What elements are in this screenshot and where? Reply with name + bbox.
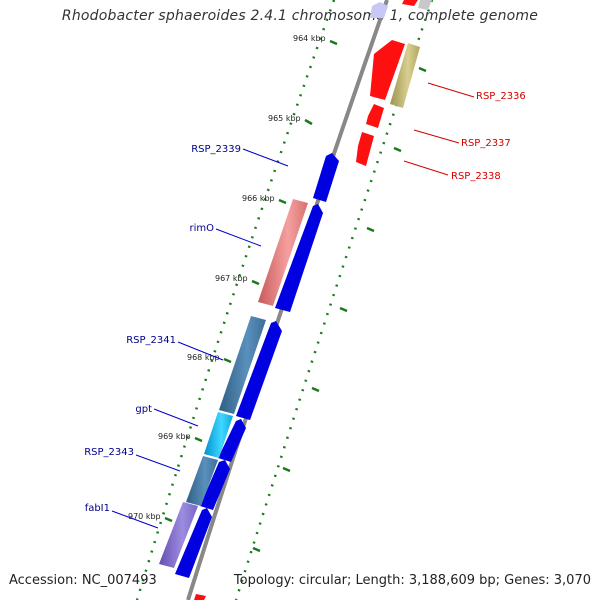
map-title: Rhodobacter sphaeroides 2.4.1 chromosome…: [61, 8, 539, 24]
gene-label-rsp-2337[interactable]: RSP_2337: [461, 138, 511, 149]
gene-bottom-red[interactable]: [194, 594, 206, 600]
gene-rsp-2341-arrow[interactable]: [236, 321, 282, 420]
outer-ring-ticks: [252, 66, 427, 553]
kbp-label: 969 kbp: [158, 432, 191, 441]
gene-rsp-2339-arrow[interactable]: [313, 153, 339, 202]
gene-rsp-2343-feature[interactable]: [186, 456, 218, 506]
gene-label-rsp-2339[interactable]: RSP_2339: [191, 144, 241, 155]
gene-rsp-2338-arrow[interactable]: [356, 132, 374, 166]
kbp-tick-marks: [164, 39, 338, 523]
gene-top-lavender[interactable]: [370, 2, 388, 18]
gene-fabi1-feature[interactable]: [159, 502, 198, 568]
gene-rsp-2343-arrow[interactable]: [200, 460, 230, 510]
kbp-label: 968 kbp: [187, 353, 220, 362]
gene-label-rsp-2336[interactable]: RSP_2336: [476, 91, 526, 102]
kbp-label: 966 kbp: [242, 194, 275, 203]
gene-rimo-arrow[interactable]: [275, 204, 323, 312]
gene-rsp-2341-feature[interactable]: [219, 316, 266, 414]
accession-text: Accession: NC_007493: [9, 573, 157, 588]
gene-gpt-feature[interactable]: [204, 412, 233, 458]
gene-top-gray[interactable]: [418, 0, 432, 10]
gene-gpt-arrow[interactable]: [218, 419, 246, 462]
gene-label-rimo[interactable]: rimO: [189, 223, 214, 234]
gene-rsp-2336-arrow[interactable]: [370, 40, 405, 100]
kbp-label: 970 kbp: [128, 512, 161, 521]
gene-label-fabi1[interactable]: fabI1: [85, 503, 110, 514]
label-leader-lines-red: [403, 82, 475, 176]
gene-label-rsp-2338[interactable]: RSP_2338: [451, 171, 501, 182]
gene-label-rsp-2343[interactable]: RSP_2343: [84, 447, 134, 458]
gene-rimo-feature[interactable]: [258, 199, 308, 306]
gene-label-gpt[interactable]: gpt: [135, 404, 152, 415]
gene-label-rsp-2341[interactable]: RSP_2341: [126, 335, 176, 346]
kbp-label: 964 kbp: [293, 34, 326, 43]
gene-top-red[interactable]: [402, 0, 418, 6]
kbp-label: 965 kbp: [268, 114, 301, 123]
kbp-label: 967 kbp: [215, 274, 248, 283]
gene-rsp-2337-arrow[interactable]: [366, 104, 384, 128]
gene-rsp-2336-khaki[interactable]: [390, 43, 420, 108]
topology-text: Topology: circular; Length: 3,188,609 bp…: [233, 573, 591, 588]
inner-dotted-ring: [135, 0, 336, 600]
gene-fabi1-arrow[interactable]: [175, 508, 212, 578]
label-leader-lines-blue: [111, 148, 289, 529]
